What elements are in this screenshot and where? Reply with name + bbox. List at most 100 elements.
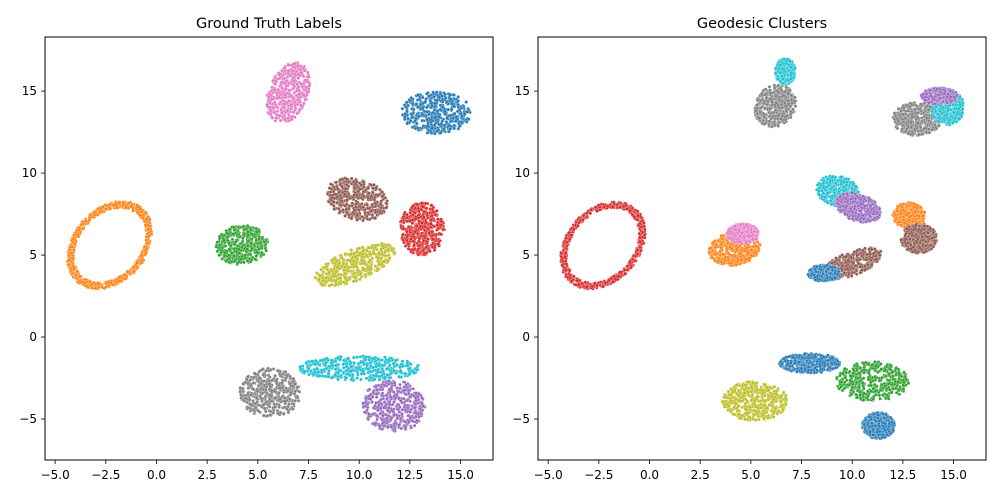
scatter-point — [448, 97, 453, 102]
scatter-point — [246, 230, 250, 234]
scatter-point — [404, 105, 408, 109]
scatter-point — [406, 242, 410, 246]
scatter-point — [257, 234, 261, 239]
scatter-point — [367, 245, 371, 250]
scatter-point — [333, 192, 338, 197]
scatter-point — [409, 96, 414, 100]
scatter-point — [431, 210, 436, 214]
scatter-point — [572, 274, 576, 279]
scatter-point — [439, 219, 444, 224]
scatter-point — [378, 209, 382, 214]
scatter-point — [143, 210, 148, 215]
scatter-point — [392, 400, 396, 404]
scatter-point — [289, 106, 293, 111]
scatter-point — [405, 238, 409, 243]
scatter-point — [232, 242, 237, 246]
scatter-point — [280, 378, 285, 383]
scatter-point — [560, 263, 564, 268]
scatter-point — [249, 237, 254, 241]
scatter-point — [387, 256, 391, 260]
scatter-point — [405, 229, 409, 234]
scatter-point — [366, 260, 371, 264]
scatter-point — [380, 252, 384, 256]
scatter-point — [438, 130, 443, 135]
scatter-point — [321, 270, 326, 274]
scatter-point — [416, 213, 421, 217]
scatter-point — [353, 255, 358, 260]
scatter-point — [101, 205, 105, 209]
scatter-point — [380, 374, 384, 378]
scatter-point — [272, 110, 276, 115]
scatter-point — [338, 209, 342, 214]
scatter-point — [424, 245, 428, 250]
scatter-point — [296, 85, 301, 89]
scatter-point — [410, 218, 415, 222]
scatter-point — [332, 272, 337, 276]
scatter-point — [406, 388, 411, 393]
scatter-point — [425, 117, 429, 122]
scatter-point — [147, 230, 152, 235]
scatter-point — [379, 397, 384, 402]
scatter-point — [410, 419, 415, 423]
scatter-point — [286, 116, 290, 121]
scatter-point — [319, 281, 323, 286]
scatter-point — [361, 401, 365, 405]
scatter-point — [96, 206, 101, 211]
scatter-point — [366, 186, 370, 190]
scatter-point — [393, 358, 398, 363]
scatter-point — [414, 411, 418, 415]
scatter-point — [392, 381, 397, 385]
scatter-point — [227, 260, 231, 265]
scatter-point — [78, 274, 82, 279]
scatter-point — [275, 109, 280, 113]
scatter-point — [372, 197, 377, 202]
scatter-point — [345, 211, 349, 216]
scatter-point — [407, 420, 411, 425]
scatter-point — [417, 243, 422, 248]
scatter-point — [279, 80, 284, 84]
scatter-point — [87, 218, 92, 222]
scatter-point — [354, 264, 358, 268]
scatter-point — [352, 179, 356, 184]
scatter-point — [293, 399, 297, 403]
scatter-point — [114, 203, 119, 207]
scatter-point — [355, 370, 360, 375]
scatter-point — [304, 361, 308, 365]
scatter-point — [363, 211, 367, 215]
scatter-point — [283, 378, 288, 383]
scatter-point — [362, 267, 367, 272]
scatter-point — [438, 107, 442, 112]
y-tick-label: 0 — [29, 330, 37, 344]
scatter-point — [431, 110, 436, 115]
x-tick-label: 7.5 — [299, 468, 318, 482]
scatter-point — [420, 113, 425, 117]
scatter-point — [323, 276, 328, 280]
scatter-point — [332, 196, 337, 201]
scatter-point — [317, 277, 321, 282]
scatter-point — [291, 110, 295, 114]
scatter-point — [414, 391, 418, 395]
scatter-point — [260, 391, 265, 395]
scatter-point — [278, 114, 282, 118]
scatter-point — [220, 246, 225, 250]
scatter-point — [350, 372, 355, 377]
scatter-point — [359, 377, 363, 382]
scatter-point — [238, 390, 242, 394]
scatter-point — [269, 108, 273, 113]
scatter-point — [274, 116, 279, 120]
scatter-point — [377, 262, 381, 267]
scatter-point — [447, 123, 452, 128]
scatter-point — [406, 391, 411, 396]
scatter-point — [347, 373, 352, 378]
scatter-point — [349, 252, 354, 256]
scatter-point — [256, 378, 261, 383]
scatter-point — [432, 245, 437, 250]
scatter-point — [443, 109, 447, 114]
scatter-point — [242, 231, 247, 236]
scatter-point — [371, 251, 376, 256]
scatter-point — [449, 102, 454, 106]
scatter-point — [291, 376, 296, 381]
scatter-point — [364, 254, 369, 258]
scatter-point — [382, 383, 387, 388]
scatter-point — [297, 108, 302, 113]
